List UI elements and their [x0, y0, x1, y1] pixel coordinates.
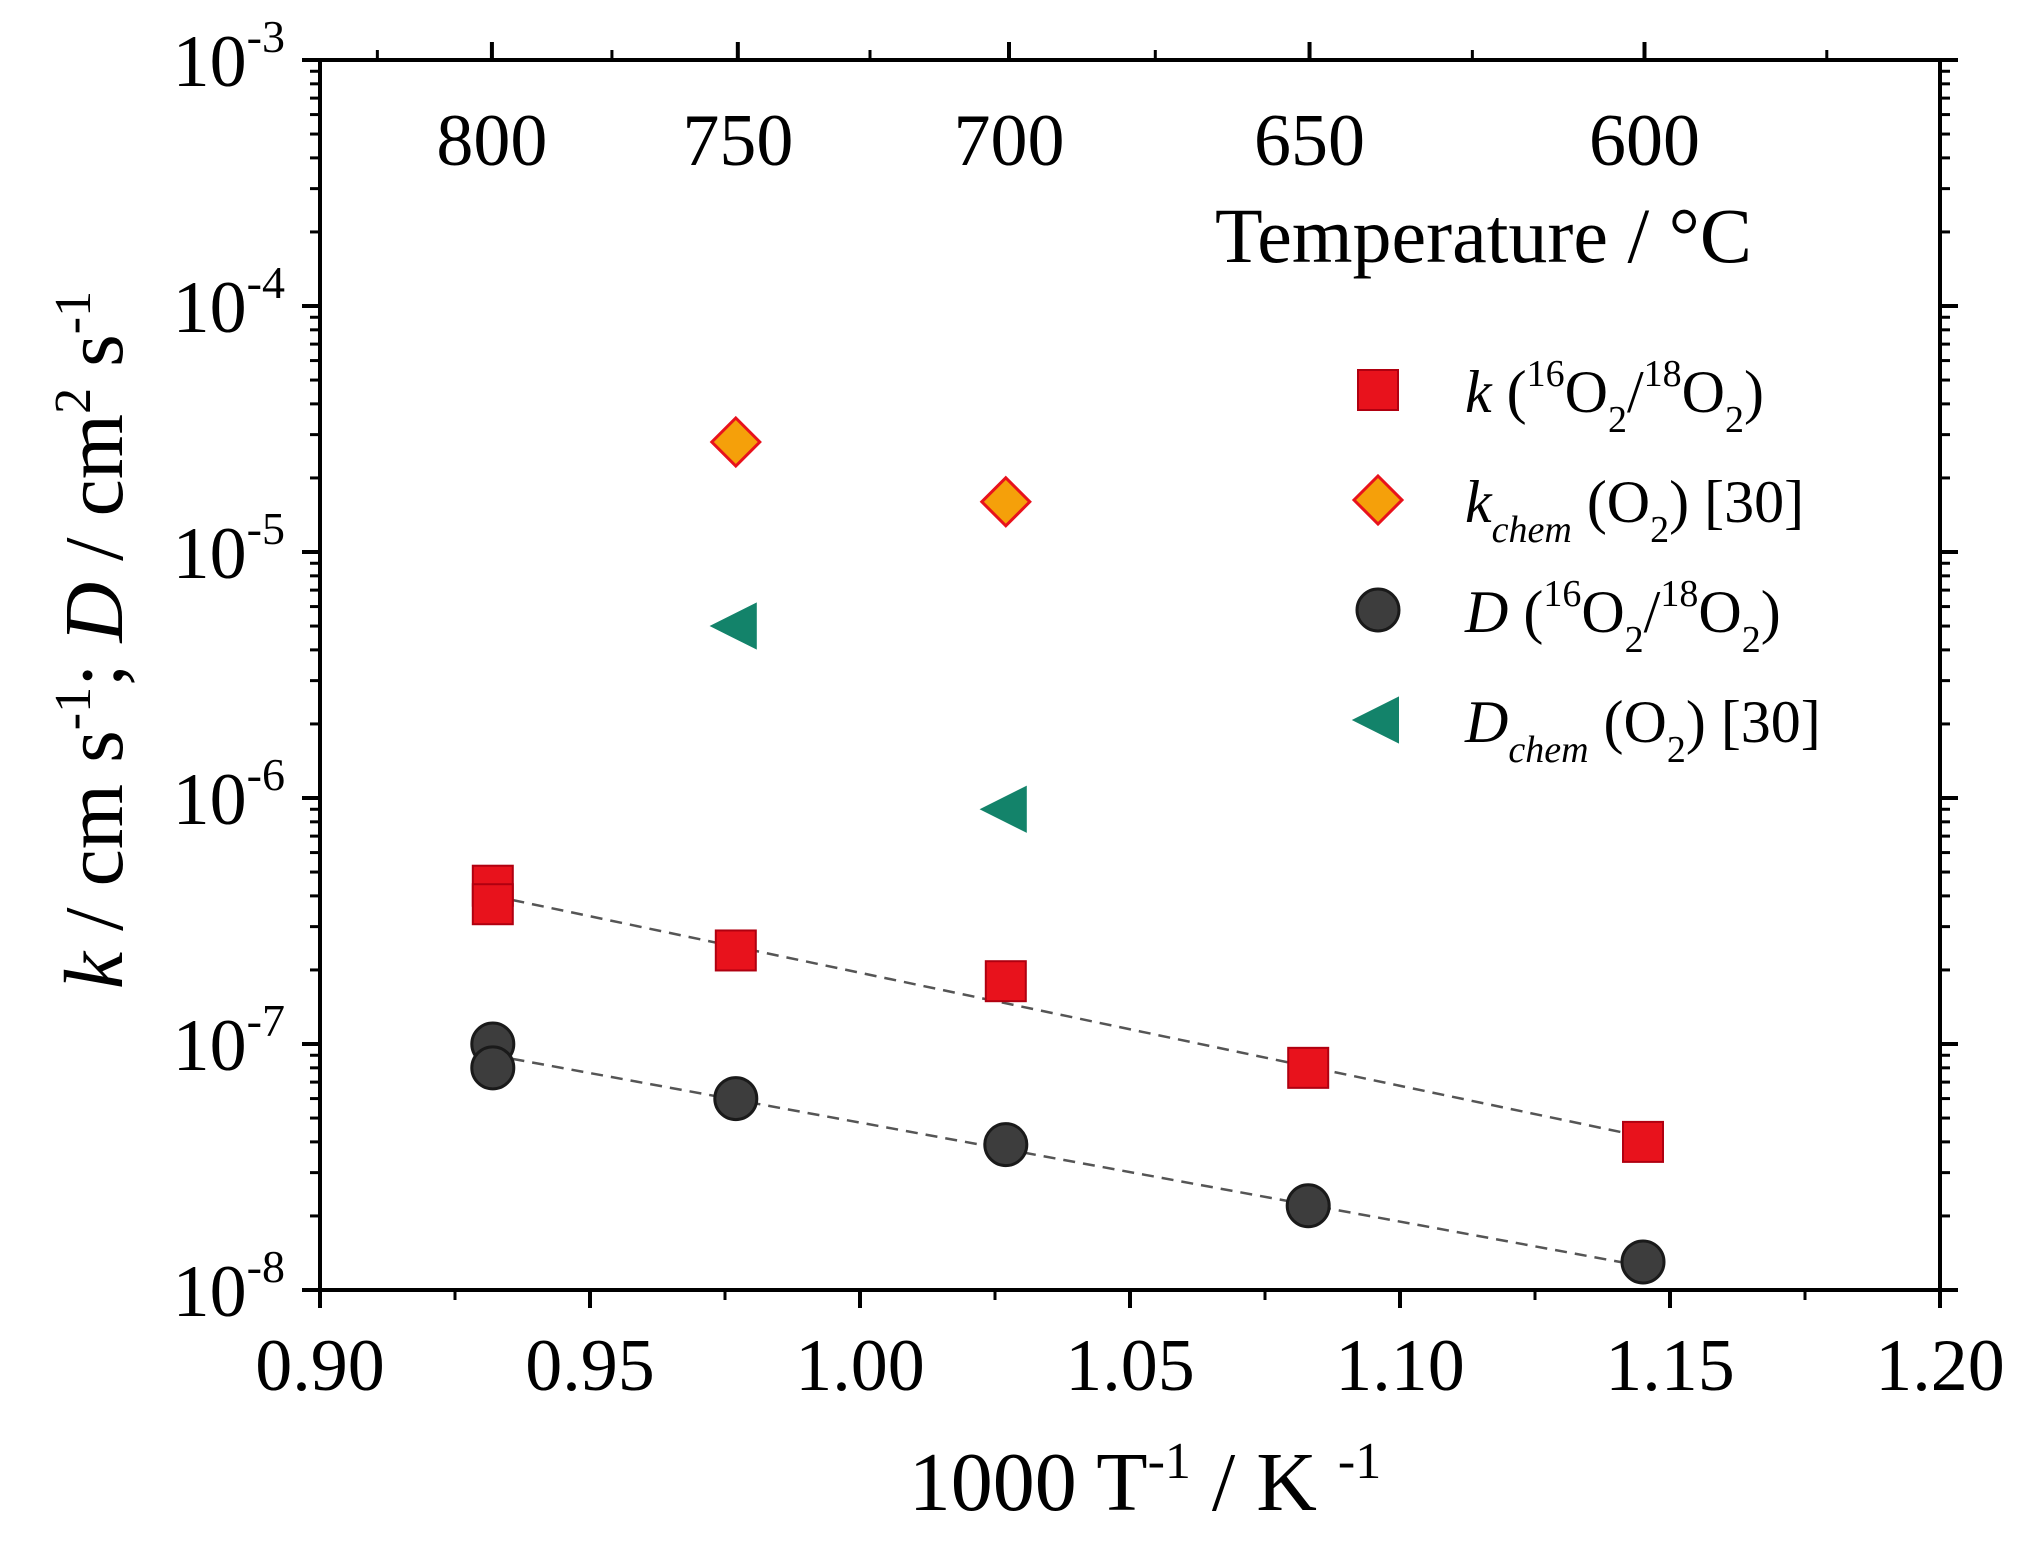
- fit-lines: [492, 894, 1644, 1268]
- D-legend-label: D (16O2/18O2): [1464, 573, 1781, 661]
- kchem-point: [709, 415, 762, 469]
- y-axis-title: k / cm s-1; D / cm2 s-1: [45, 291, 141, 989]
- x-tick-label: 1.15: [1605, 1325, 1735, 1407]
- legend: k (16O2/18O2) kchem (O2) [30] D (16O2/18O2…: [1351, 353, 1821, 771]
- k-point: [471, 883, 514, 926]
- y-tick-label: 10-3: [173, 11, 285, 103]
- D_fit-line: [492, 1054, 1644, 1268]
- x-tick-label: 1.00: [795, 1325, 925, 1407]
- D-point: [713, 1076, 759, 1122]
- top-tick-label: 800: [436, 100, 547, 182]
- y-tick-label: 10-7: [173, 995, 285, 1087]
- kchem-legend-label: kchem (O2) [30]: [1465, 469, 1804, 551]
- x-tick-label: 1.10: [1335, 1325, 1465, 1407]
- y-tick-label: 10-6: [173, 749, 285, 841]
- y-tick-label: 10-4: [173, 257, 285, 349]
- k-legend-label: k (16O2/18O2): [1465, 353, 1764, 441]
- top-tick-label: 600: [1589, 100, 1700, 182]
- Dchem-legend-label: Dchem (O2) [30]: [1464, 689, 1821, 771]
- bottom-x-axis: 0.90 0.95 1.00 1.05 1.10 1.15 1.20: [255, 1290, 2005, 1407]
- x-tick-label: 1.05: [1065, 1325, 1195, 1407]
- D-point: [1285, 1183, 1331, 1229]
- Dchem-point: [709, 602, 757, 650]
- data-markers: [470, 415, 1666, 1285]
- x-tick-label: 1.20: [1875, 1325, 2005, 1407]
- k-point: [1287, 1046, 1330, 1089]
- x-tick-label: 0.95: [525, 1325, 655, 1407]
- left-y-axis: 10-8 10-7 10-6 10-5 10-4 10-3: [173, 11, 320, 1333]
- right-axis: [1940, 58, 1958, 1292]
- y-tick-label: 10-8: [173, 1241, 285, 1333]
- D-legend-marker: [1355, 587, 1401, 633]
- Dchem-legend-marker: [1351, 696, 1399, 744]
- top-tick-label: 750: [682, 100, 793, 182]
- D-point: [1620, 1239, 1666, 1285]
- top-temperature-axis: 800 750 700 650 600: [375, 42, 1829, 182]
- k-point: [1622, 1120, 1664, 1163]
- D-point: [470, 1045, 516, 1091]
- k-legend-marker: [1357, 369, 1399, 411]
- top-tick-label: 650: [1254, 100, 1365, 182]
- top-tick-label: 700: [953, 100, 1064, 182]
- kchem-point: [979, 475, 1032, 528]
- top-axis-title: Temperature / °C: [1215, 192, 1752, 279]
- x-tick-label: 0.90: [255, 1325, 385, 1407]
- y-tick-label: 10-5: [173, 503, 285, 595]
- kchem-legend-marker: [1351, 473, 1405, 527]
- k-point: [714, 929, 757, 972]
- D-point: [983, 1122, 1029, 1168]
- k-point: [984, 960, 1027, 1003]
- x-axis-title: 1000 T-1 / K -1: [909, 1433, 1381, 1529]
- k_fit-line: [492, 894, 1644, 1138]
- Dchem-point: [979, 785, 1027, 833]
